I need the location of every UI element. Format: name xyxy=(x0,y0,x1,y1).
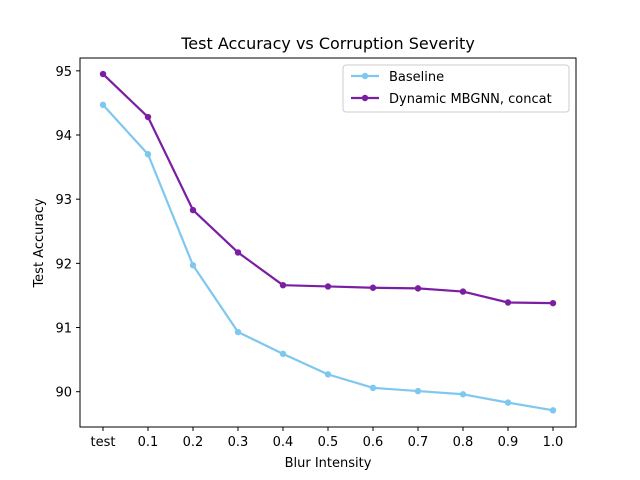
legend: Baseline Dynamic MBGNN, concat xyxy=(342,64,570,113)
y-tick-label: 94 xyxy=(55,129,72,144)
series-2 xyxy=(99,70,557,307)
data-point xyxy=(414,285,422,292)
x-axis-ticks: test 0.1 0.2 0.3 0.4 0.5 0.6 0.7 0.8 0.9 1.0 xyxy=(91,427,564,450)
x-tick-label: 0.1 xyxy=(138,435,159,450)
x-tick-label: 0.3 xyxy=(228,435,249,450)
data-point xyxy=(189,206,197,214)
x-tick-label: 0.2 xyxy=(183,435,204,450)
y-axis-ticks: 90 91 92 93 94 95 xyxy=(55,65,80,401)
series-1 xyxy=(99,101,557,414)
legend-marker xyxy=(361,94,369,102)
legend-label: Baseline xyxy=(389,70,444,85)
data-point xyxy=(459,288,467,295)
data-point xyxy=(99,101,107,109)
data-point xyxy=(279,281,287,289)
legend-box xyxy=(342,64,570,113)
legend-label: Dynamic MBGNN, concat xyxy=(389,92,552,107)
series-layer xyxy=(99,70,557,414)
x-tick-label: 1.0 xyxy=(543,435,564,450)
data-point xyxy=(504,399,512,406)
data-point xyxy=(144,113,152,121)
x-tick-label: 0.8 xyxy=(453,435,474,450)
x-tick-label: 0.4 xyxy=(273,435,294,450)
x-tick-label: 0.7 xyxy=(408,435,429,450)
legend-marker xyxy=(361,72,369,80)
data-point xyxy=(414,387,422,395)
y-tick-label: 91 xyxy=(55,322,72,337)
data-point xyxy=(369,384,377,392)
y-tick-label: 95 xyxy=(55,65,72,80)
data-point xyxy=(324,371,332,378)
plot-frame xyxy=(79,57,577,428)
data-point xyxy=(279,350,287,358)
x-tick-label: 0.6 xyxy=(363,435,384,450)
y-tick-label: 93 xyxy=(55,193,72,208)
x-axis-label: Blur Intensity xyxy=(285,456,372,471)
data-point xyxy=(549,299,557,307)
data-point xyxy=(324,283,332,290)
data-point xyxy=(189,262,197,269)
data-point xyxy=(99,70,107,78)
x-tick-label: test xyxy=(91,435,116,450)
y-tick-label: 90 xyxy=(55,386,72,401)
data-point xyxy=(144,151,152,158)
x-tick-label: 0.9 xyxy=(498,435,519,450)
data-point xyxy=(504,299,512,306)
y-tick-label: 92 xyxy=(55,257,72,272)
x-tick-label: 0.5 xyxy=(318,435,339,450)
data-point xyxy=(369,284,377,291)
y-axis-label: Test Accuracy xyxy=(32,198,47,288)
data-point xyxy=(234,328,242,336)
chart-title: Test Accuracy vs Corruption Severity xyxy=(180,34,475,53)
data-point xyxy=(549,407,557,414)
data-point xyxy=(234,249,242,256)
data-point xyxy=(459,391,467,398)
